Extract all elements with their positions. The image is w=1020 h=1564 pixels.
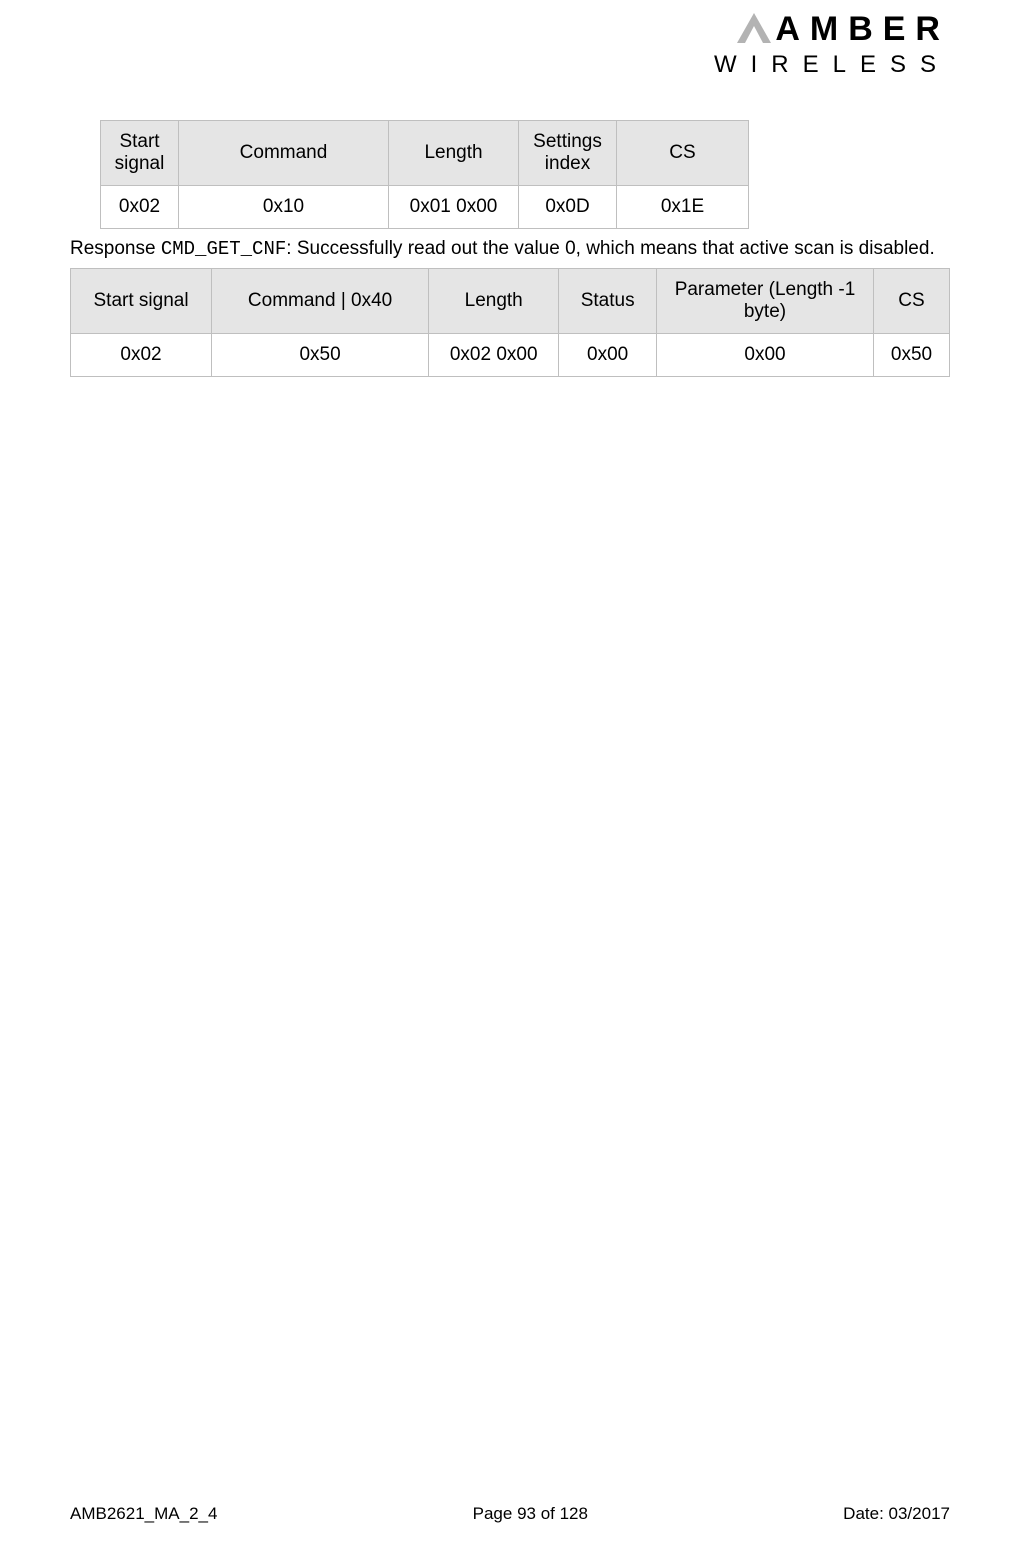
table-header-row: Start signal Command | 0x40 Length Statu… (71, 268, 950, 333)
cell-status: 0x00 (559, 333, 657, 376)
cell-length: 0x01 0x00 (389, 186, 519, 229)
para-code: CMD_GET_CNF (161, 238, 286, 260)
logo-chevron-icon (737, 13, 771, 49)
brand-logo: AMBER WIRELESS (714, 12, 950, 79)
col-start-signal: Start signal (101, 121, 179, 186)
cell-start-signal: 0x02 (71, 333, 212, 376)
footer-page-number: Page 93 of 128 (473, 1504, 588, 1524)
request-table: Start signal Command Length Settings ind… (100, 120, 749, 229)
col-length: Length (389, 121, 519, 186)
logo-top-line: AMBER (714, 12, 950, 49)
footer-date: Date: 03/2017 (843, 1504, 950, 1524)
col-status: Status (559, 268, 657, 333)
cell-command: 0x10 (179, 186, 389, 229)
para-prefix: Response (70, 238, 161, 259)
cell-start-signal: 0x02 (101, 186, 179, 229)
cell-cs: 0x1E (617, 186, 749, 229)
response-table: Start signal Command | 0x40 Length Statu… (70, 268, 950, 377)
response-paragraph: Response CMD_GET_CNF: Successfully read … (70, 237, 950, 262)
col-settings-index: Settings index (519, 121, 617, 186)
cell-settings-index: 0x0D (519, 186, 617, 229)
col-cs: CS (874, 268, 950, 333)
col-cs: CS (617, 121, 749, 186)
col-length: Length (429, 268, 559, 333)
footer-doc-id: AMB2621_MA_2_4 (70, 1504, 217, 1524)
cell-parameter: 0x00 (656, 333, 873, 376)
para-suffix: : Successfully read out the value 0, whi… (286, 238, 934, 259)
col-parameter: Parameter (Length -1 byte) (656, 268, 873, 333)
col-command: Command (179, 121, 389, 186)
col-command-or: Command | 0x40 (212, 268, 429, 333)
cell-length: 0x02 0x00 (429, 333, 559, 376)
table-header-row: Start signal Command Length Settings ind… (101, 121, 749, 186)
table-row: 0x02 0x10 0x01 0x00 0x0D 0x1E (101, 186, 749, 229)
cell-cs: 0x50 (874, 333, 950, 376)
page-footer: AMB2621_MA_2_4 Page 93 of 128 Date: 03/2… (70, 1504, 950, 1524)
cell-command-or: 0x50 (212, 333, 429, 376)
logo-wireless-text: WIRELESS (714, 51, 950, 79)
page: AMBER WIRELESS Start signal Command Leng… (0, 0, 1020, 1564)
logo-amber-text: AMBER (775, 10, 950, 48)
table-row: 0x02 0x50 0x02 0x00 0x00 0x00 0x50 (71, 333, 950, 376)
col-start-signal: Start signal (71, 268, 212, 333)
